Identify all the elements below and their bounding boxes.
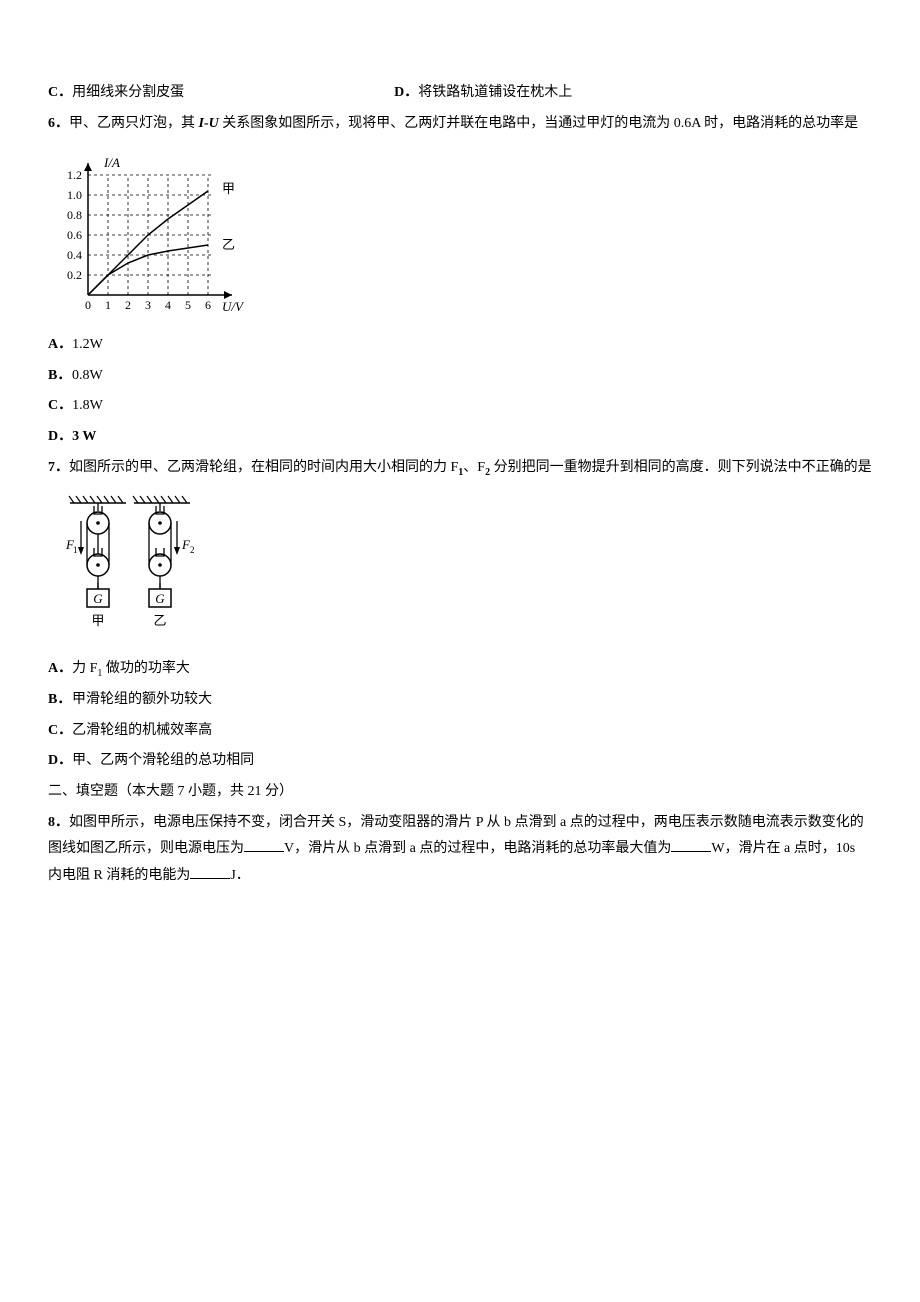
svg-text:2: 2 — [190, 545, 195, 555]
stem-text: 关系图象如图所示，现将甲、乙两灯并联在电路中，当通过甲灯的电流为 0.6A 时，… — [219, 116, 858, 131]
q7-option-d: D．甲、乙两个滑轮组的总功相同 — [48, 748, 872, 775]
svg-text:1.0: 1.0 — [67, 188, 82, 202]
q7-option-a: A．力 F1 做功的功率大 — [48, 656, 872, 683]
svg-text:0.6: 0.6 — [67, 228, 82, 242]
svg-text:5: 5 — [185, 298, 191, 312]
svg-text:0.8: 0.8 — [67, 208, 82, 222]
option-text: 乙滑轮组的机械效率高 — [72, 723, 212, 738]
option-prefix: A． — [48, 656, 72, 683]
option-text: 将铁路轨道铺设在枕木上 — [418, 85, 572, 100]
svg-text:G: G — [155, 591, 165, 606]
svg-text:1.2: 1.2 — [67, 168, 82, 182]
question-number: 8． — [48, 815, 69, 830]
q8-stem: 8．如图甲所示，电源电压保持不变，闭合开关 S，滑动变阻器的滑片 P 从 b 点… — [48, 810, 872, 890]
fill-blank[interactable] — [671, 838, 711, 852]
option-prefix: C． — [48, 85, 72, 100]
q6-option-b: B．0.8W — [48, 363, 872, 390]
option-text: 0.8W — [72, 368, 103, 383]
option-prefix: A． — [48, 332, 72, 359]
question-number: 7． — [48, 460, 69, 475]
stem-text: 分别把同一重物提升到相同的高度．则下列说法中不正确的是 — [490, 460, 872, 475]
stem-text: 、F — [463, 460, 485, 475]
q7-option-b: B．甲滑轮组的额外功较大 — [48, 687, 872, 714]
svg-text:U/V: U/V — [222, 299, 245, 314]
svg-text:2: 2 — [125, 298, 131, 312]
option-prefix: D． — [48, 424, 72, 451]
svg-text:4: 4 — [165, 298, 171, 312]
svg-text:0.4: 0.4 — [67, 248, 82, 262]
q5-option-c: C．用细线来分割皮蛋 — [48, 80, 394, 107]
pulley-figure-svg: F1G甲F2G乙 — [52, 491, 207, 646]
q7-figure: F1G甲F2G乙 — [52, 491, 872, 646]
stem-text: J． — [230, 868, 249, 883]
svg-text:乙: 乙 — [153, 613, 166, 628]
question-number: 6． — [48, 116, 69, 131]
svg-text:甲: 甲 — [222, 181, 235, 196]
option-prefix: D． — [48, 748, 72, 775]
option-text: 甲滑轮组的额外功较大 — [72, 692, 212, 707]
stem-text: 甲、乙两只灯泡，其 — [69, 116, 199, 131]
fill-blank[interactable] — [190, 865, 230, 879]
option-prefix: B． — [48, 687, 72, 714]
option-prefix: C． — [48, 718, 72, 745]
stem-text: V，滑片从 b 点滑到 a 点的过程中，电路消耗的总功率最大值为 — [284, 841, 671, 856]
option-text: 做功的功率大 — [102, 661, 190, 676]
q6-chart: 0123456 0.2 0.4 0.6 0.8 1.0 1.2 I/A U/V 甲乙 — [52, 147, 872, 322]
q5-options-cd: C．用细线来分割皮蛋 D．将铁路轨道铺设在枕木上 — [48, 80, 872, 107]
svg-text:乙: 乙 — [222, 237, 235, 252]
option-prefix: B． — [48, 363, 72, 390]
section-heading-text: 二、填空题（本大题 7 小题，共 21 分） — [48, 784, 293, 799]
svg-text:甲: 甲 — [91, 613, 104, 628]
svg-text:1: 1 — [73, 545, 78, 555]
svg-text:0.2: 0.2 — [67, 268, 82, 282]
svg-text:G: G — [93, 591, 103, 606]
q6-option-d: D．3 W — [48, 424, 872, 451]
section-2-heading: 二、填空题（本大题 7 小题，共 21 分） — [48, 779, 872, 806]
option-text: 用细线来分割皮蛋 — [72, 85, 184, 100]
q6-stem: 6．甲、乙两只灯泡，其 I-U 关系图象如图所示，现将甲、乙两灯并联在电路中，当… — [48, 111, 872, 138]
option-text: 甲、乙两个滑轮组的总功相同 — [72, 753, 254, 768]
option-text: 力 F — [72, 661, 97, 676]
svg-text:3: 3 — [145, 298, 151, 312]
option-prefix: C． — [48, 393, 72, 420]
q6-option-c: C．1.8W — [48, 393, 872, 420]
fill-blank[interactable] — [244, 838, 284, 852]
svg-text:6: 6 — [205, 298, 211, 312]
q5-option-d: D．将铁路轨道铺设在枕木上 — [394, 80, 872, 107]
q6-option-a: A．1.2W — [48, 332, 872, 359]
option-prefix: D． — [394, 85, 418, 100]
svg-text:1: 1 — [105, 298, 111, 312]
option-text: 3 W — [72, 429, 96, 444]
q7-stem: 7．如图所示的甲、乙两滑轮组，在相同的时间内用大小相同的力 F1、F2 分别把同… — [48, 455, 872, 482]
iu-symbol: I-U — [199, 116, 219, 131]
q7-option-c: C．乙滑轮组的机械效率高 — [48, 718, 872, 745]
option-text: 1.8W — [72, 398, 103, 413]
svg-text:I/A: I/A — [103, 155, 120, 170]
option-text: 1.2W — [72, 337, 103, 352]
svg-text:0: 0 — [85, 298, 91, 312]
iu-chart-svg: 0123456 0.2 0.4 0.6 0.8 1.0 1.2 I/A U/V 甲乙 — [52, 147, 252, 322]
stem-text: 如图所示的甲、乙两滑轮组，在相同的时间内用大小相同的力 F — [69, 460, 458, 475]
